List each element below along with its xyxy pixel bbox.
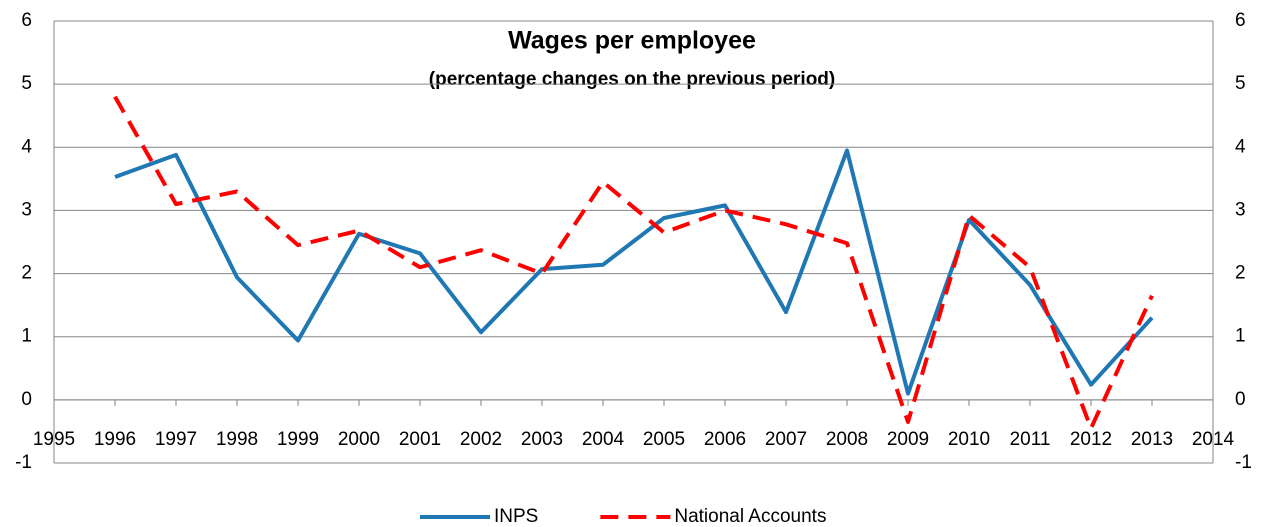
x-tick-label: 1999 <box>277 429 319 450</box>
x-tick-label: 1995 <box>33 429 75 450</box>
y-tick-label: 6 <box>21 10 32 31</box>
y2-tick-label: -1 <box>1235 452 1252 473</box>
y-tick-label: 5 <box>21 73 32 94</box>
x-tick-label: 1996 <box>94 429 136 450</box>
x-tick-label: 2014 <box>1192 429 1235 450</box>
x-tick-label: 2009 <box>887 429 929 450</box>
y2-tick-label: 0 <box>1235 389 1246 410</box>
legend-label: National Accounts <box>674 506 826 527</box>
x-tick-label: 2003 <box>521 429 563 450</box>
series-line <box>113 95 1154 431</box>
x-tick-label: 1997 <box>155 429 197 450</box>
y-tick-label: 3 <box>21 199 32 220</box>
y-tick-label: 1 <box>21 326 32 347</box>
y2-tick-label: 1 <box>1235 326 1246 347</box>
y-tick-label: -1 <box>15 452 32 473</box>
x-tick-label: 2013 <box>1131 429 1173 450</box>
x-tick-label: 2000 <box>338 429 380 450</box>
y2-tick-label: 4 <box>1235 136 1246 157</box>
legend: INPS National Accounts <box>420 506 826 527</box>
y2-tick-label: 2 <box>1235 263 1246 284</box>
x-tick-label: 1998 <box>216 429 258 450</box>
y2-tick-label: 3 <box>1235 199 1246 220</box>
y-tick-label: 2 <box>21 263 32 284</box>
x-tick-label: 2001 <box>399 429 441 450</box>
chart-title: Wages per employee <box>508 27 756 55</box>
x-tick-label: 2008 <box>826 429 868 450</box>
chart-subtitle: (percentage changes on the previous peri… <box>429 69 835 90</box>
x-tick-label: 2010 <box>948 429 990 450</box>
y2-tick-label: 6 <box>1235 10 1246 31</box>
x-tick-label: 2012 <box>1070 429 1112 450</box>
y-tick-label: 0 <box>21 389 32 410</box>
x-tick-label: 2007 <box>765 429 807 450</box>
y2-tick-label: 5 <box>1235 73 1246 94</box>
y-tick-label: 4 <box>21 136 32 157</box>
x-tick-label: 2005 <box>643 429 685 450</box>
x-tick-label: 2006 <box>704 429 746 450</box>
x-tick-label: 2002 <box>460 429 502 450</box>
series-line <box>114 148 1154 396</box>
x-tick-label: 2004 <box>582 429 625 450</box>
x-tick-label: 2011 <box>1010 429 1051 450</box>
legend-label: INPS <box>494 506 538 527</box>
